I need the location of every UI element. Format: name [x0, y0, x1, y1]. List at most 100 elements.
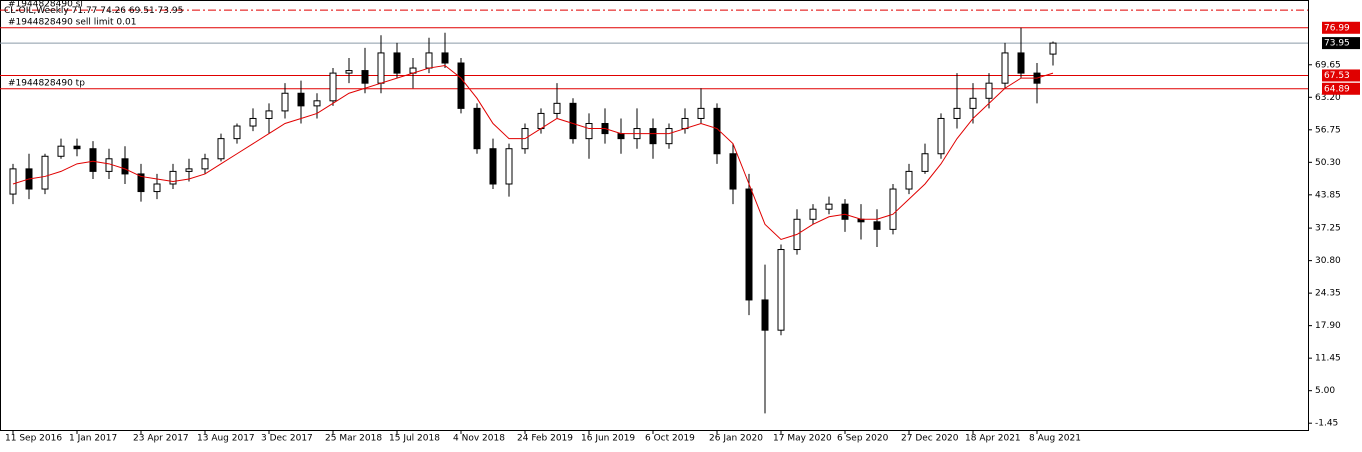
candle-body	[329, 72, 337, 102]
y-tick-label: 17.90	[1315, 321, 1341, 331]
candle-body	[681, 117, 689, 130]
candle-body	[569, 102, 577, 140]
candle-body	[377, 52, 385, 84]
x-tick-label: 26 Jan 2020	[709, 434, 763, 444]
y-tick-label: 50.30	[1315, 158, 1341, 168]
candle-body	[281, 92, 289, 112]
price-tag	[1322, 37, 1360, 50]
level-label: #1944828490 sl	[8, 0, 83, 10]
candle-body	[121, 158, 129, 175]
plot-frame	[0, 0, 1309, 431]
x-tick-label: 8 Aug 2021	[1029, 434, 1081, 444]
candle-body	[137, 173, 145, 193]
price-tag	[1322, 69, 1360, 82]
candle-body	[617, 133, 625, 140]
candle-body	[873, 221, 881, 230]
candle-body	[953, 107, 961, 119]
candle-body	[937, 117, 945, 155]
close: 73.95	[158, 6, 184, 16]
x-tick-label: 18 Apr 2021	[965, 434, 1021, 444]
candle-body	[393, 52, 401, 74]
candle-body	[201, 158, 209, 170]
candle-body	[105, 158, 113, 172]
y-tick-label: 30.80	[1315, 256, 1341, 266]
candle-body	[489, 148, 497, 185]
x-tick-label: 1 Jan 2017	[69, 434, 117, 444]
x-tick-label: 27 Dec 2020	[901, 434, 959, 444]
candle-body	[297, 92, 305, 107]
candle-body	[761, 299, 769, 331]
candle-body	[361, 70, 369, 84]
x-tick-label: 11 Sep 2016	[5, 434, 62, 444]
candle-body	[1049, 42, 1057, 55]
candle-body	[73, 145, 81, 150]
price-tag-label: 64.89	[1324, 84, 1350, 94]
y-tick-label: 5.00	[1315, 386, 1335, 396]
candle-body	[921, 153, 929, 172]
level-label: #1944828490 sell limit 0.01	[8, 17, 136, 27]
price-tag	[1322, 21, 1360, 34]
candle-body	[505, 148, 513, 185]
candle-body	[889, 188, 897, 230]
candle-body	[553, 102, 561, 114]
y-tick-label: 56.75	[1315, 125, 1341, 135]
candle-body	[825, 203, 833, 210]
candle-body	[153, 183, 161, 193]
y-tick-label: 43.85	[1315, 190, 1341, 200]
candle-body	[233, 125, 241, 140]
x-tick-label: 17 May 2020	[773, 434, 832, 444]
candle-body	[313, 100, 321, 107]
y-tick-label: -1.45	[1315, 419, 1338, 429]
candle-body	[729, 153, 737, 190]
candle-body	[985, 82, 993, 99]
price-tag-label: 67.53	[1324, 71, 1350, 81]
x-tick-label: 6 Sep 2020	[837, 434, 889, 444]
candle-body	[249, 117, 257, 127]
y-tick-label: 11.45	[1315, 354, 1341, 364]
candle-body	[41, 155, 49, 190]
candle-body	[185, 168, 193, 172]
x-tick-label: 15 Jul 2018	[389, 434, 440, 444]
moving-average	[12, 65, 1054, 241]
x-tick-label: 13 Aug 2017	[197, 434, 255, 444]
header: CL-OIL,Weekly 71.77 74.26 69.51 73.95	[4, 6, 183, 16]
x-tick-label: 16 Jun 2019	[581, 434, 635, 444]
price-tag-label: 76.99	[1324, 23, 1350, 33]
symbol: CL-OIL,Weekly	[4, 6, 69, 16]
candle-body	[89, 148, 97, 172]
x-tick-label: 6 Oct 2019	[645, 434, 695, 444]
high: 74.26	[100, 6, 126, 16]
candle-body	[745, 188, 753, 301]
y-tick-label: 69.65	[1315, 60, 1341, 70]
x-tick-label: 23 Apr 2017	[133, 434, 189, 444]
candle-body	[9, 168, 17, 195]
candle-body	[265, 110, 273, 119]
candle-body	[345, 70, 353, 74]
candle-body	[697, 107, 705, 119]
candle-body	[777, 249, 785, 331]
y-tick-label: 24.35	[1315, 289, 1341, 299]
candle-body	[585, 123, 593, 140]
candle-body	[473, 107, 481, 150]
candle-body	[457, 62, 465, 109]
y-tick-label: 37.25	[1315, 224, 1341, 234]
candle-body	[905, 170, 913, 190]
candle-body	[441, 52, 449, 64]
candle-body	[665, 128, 673, 145]
candle-body	[649, 128, 657, 145]
x-tick-label: 3 Dec 2017	[261, 434, 313, 444]
candle-body	[57, 145, 65, 157]
y-tick-label: 63.20	[1315, 93, 1341, 103]
candle-body	[1017, 52, 1025, 74]
candle-body	[809, 208, 817, 220]
x-tick-label: 4 Nov 2018	[453, 434, 505, 444]
candle-body	[1001, 52, 1009, 84]
candle-body	[169, 170, 177, 185]
candle-body	[537, 112, 545, 130]
candle-body	[425, 52, 433, 69]
price-tag-label: 73.95	[1324, 39, 1350, 49]
open: 71.77	[72, 6, 98, 16]
x-tick-label: 25 Mar 2018	[325, 434, 382, 444]
price-tag	[1322, 82, 1360, 95]
